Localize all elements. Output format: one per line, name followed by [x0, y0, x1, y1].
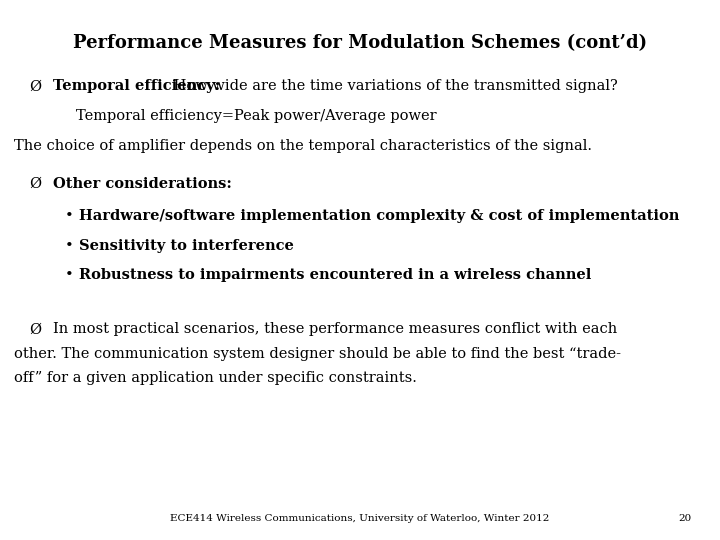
Text: Sensitivity to interference: Sensitivity to interference: [79, 239, 294, 253]
Text: off” for a given application under specific constraints.: off” for a given application under speci…: [14, 371, 418, 385]
Text: Robustness to impairments encountered in a wireless channel: Robustness to impairments encountered in…: [79, 268, 592, 282]
Text: Hardware/software implementation complexity & cost of implementation: Hardware/software implementation complex…: [79, 209, 680, 223]
Text: In most practical scenarios, these performance measures conflict with each: In most practical scenarios, these perfo…: [53, 322, 617, 336]
Text: •: •: [65, 239, 73, 253]
Text: 20: 20: [678, 514, 691, 523]
Text: •: •: [65, 268, 73, 282]
Text: •: •: [65, 209, 73, 223]
Text: Performance Measures for Modulation Schemes (cont’d): Performance Measures for Modulation Sche…: [73, 34, 647, 52]
Text: Ø: Ø: [29, 322, 41, 336]
Text: Ø: Ø: [29, 177, 41, 191]
Text: Temporal efficiency=Peak power/Average power: Temporal efficiency=Peak power/Average p…: [76, 109, 436, 123]
Text: Other considerations:: Other considerations:: [53, 177, 231, 191]
Text: ECE414 Wireless Communications, University of Waterloo, Winter 2012: ECE414 Wireless Communications, Universi…: [171, 514, 549, 523]
Text: other. The communication system designer should be able to find the best “trade-: other. The communication system designer…: [14, 347, 621, 361]
Text: Ø: Ø: [29, 79, 41, 93]
Text: How wide are the time variations of the transmitted signal?: How wide are the time variations of the …: [169, 79, 618, 93]
Text: The choice of amplifier depends on the temporal characteristics of the signal.: The choice of amplifier depends on the t…: [14, 139, 593, 153]
Text: Temporal efficiency:: Temporal efficiency:: [53, 79, 220, 93]
